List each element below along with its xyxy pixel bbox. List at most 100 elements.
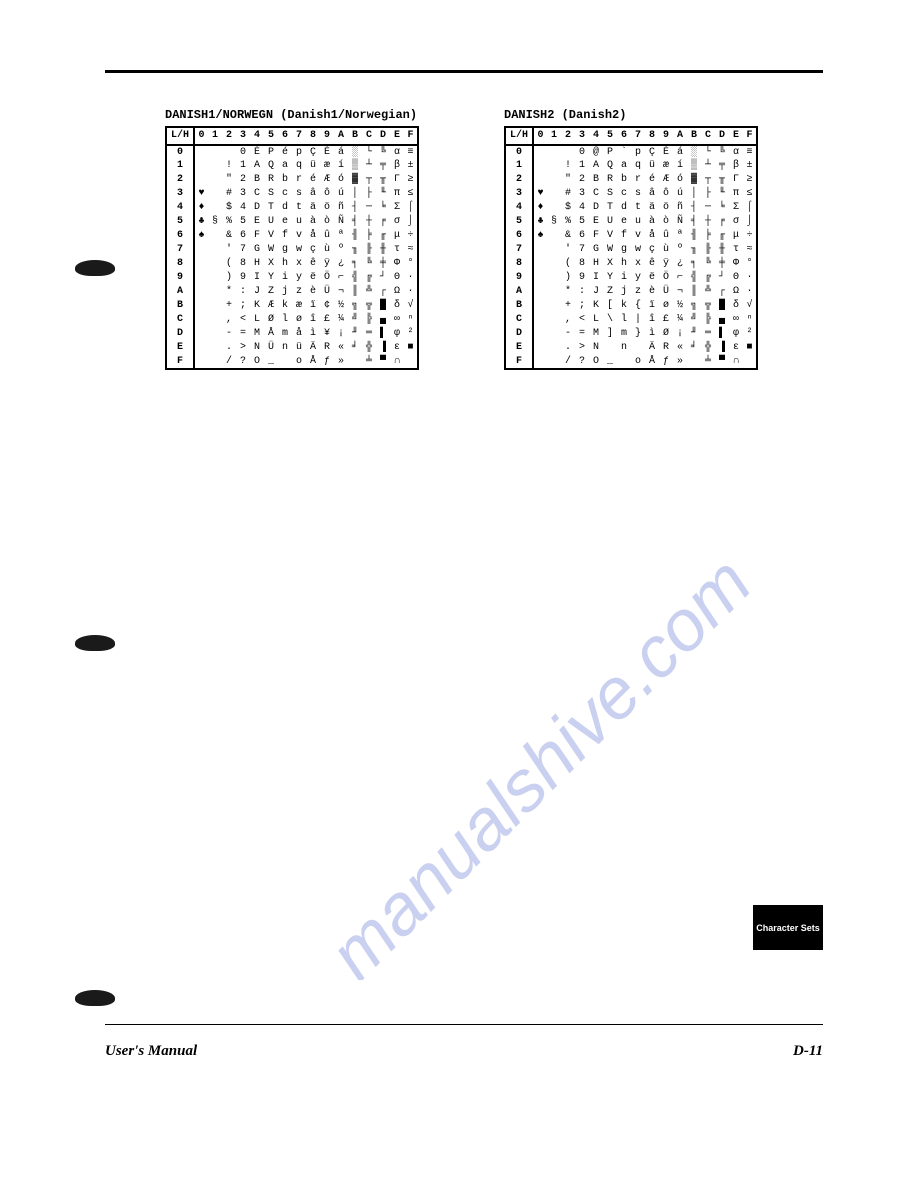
charset-cell: Ω xyxy=(390,285,404,299)
col-head: 7 xyxy=(292,127,306,145)
charset-cell: ║ xyxy=(687,285,701,299)
charset-cell: Z xyxy=(264,285,278,299)
row-head: 5 xyxy=(166,215,194,229)
charset-cell: ╝ xyxy=(348,313,362,327)
charset-cell: m xyxy=(278,327,292,341)
charset-cell: G xyxy=(589,243,603,257)
charset-cell: g xyxy=(617,243,631,257)
col-head: 3 xyxy=(575,127,589,145)
row-head: 5 xyxy=(505,215,533,229)
charset-cell: ² xyxy=(743,327,757,341)
charset-cell: ⌠ xyxy=(743,201,757,215)
charset-cell: { xyxy=(631,299,645,313)
row-head: F xyxy=(505,355,533,369)
charset-cell: S xyxy=(603,187,617,201)
bottom-rule xyxy=(105,1024,823,1025)
col-head: 5 xyxy=(264,127,278,145)
charset-cell: ╦ xyxy=(362,299,376,313)
charset-cell: ╣ xyxy=(348,271,362,285)
charset-cell: h xyxy=(278,257,292,271)
charset-cell: ï xyxy=(306,299,320,313)
charset-cell: j xyxy=(278,285,292,299)
charset-cell: B xyxy=(589,173,603,187)
row-head: 3 xyxy=(166,187,194,201)
charset-cell: ┤ xyxy=(687,201,701,215)
charset-cell: o xyxy=(292,355,306,369)
col-head: 4 xyxy=(250,127,264,145)
charset-cell: ╞ xyxy=(701,229,715,243)
charset-cell xyxy=(278,355,292,369)
charset-cell: ╢ xyxy=(348,229,362,243)
charset-cell: ë xyxy=(645,271,659,285)
charset-cell: º xyxy=(334,243,348,257)
charset-cell: ┼ xyxy=(701,215,715,229)
charset-cell: R xyxy=(264,173,278,187)
charset-cell: ╗ xyxy=(687,299,701,313)
charset-cell: M xyxy=(589,327,603,341)
charset-cell: ø xyxy=(659,299,673,313)
col-head: 9 xyxy=(659,127,673,145)
charset-cell: ▓ xyxy=(348,173,362,187)
charset-cell xyxy=(547,341,561,355)
charset-cell: ─ xyxy=(701,201,715,215)
col-head: 0 xyxy=(194,127,208,145)
charset-cell: 0 xyxy=(575,145,589,159)
charset-cell: x xyxy=(631,257,645,271)
row-head: D xyxy=(505,327,533,341)
charset-cell: b xyxy=(617,173,631,187)
charset1-lh: L/H xyxy=(166,127,194,145)
row-head: 2 xyxy=(166,173,194,187)
charset-cell: ± xyxy=(404,159,418,173)
charset-cell: μ xyxy=(729,229,743,243)
charset-cell: ∩ xyxy=(390,355,404,369)
charset-cell xyxy=(533,285,547,299)
charset-cell xyxy=(533,243,547,257)
charset-cell: £ xyxy=(659,313,673,327)
charset-cell: ? xyxy=(575,355,589,369)
row-head: 4 xyxy=(505,201,533,215)
charset-cell: - xyxy=(222,327,236,341)
charset-cell: " xyxy=(561,173,575,187)
charset-cell: V xyxy=(264,229,278,243)
charset-cell: 4 xyxy=(575,201,589,215)
charset-cell: ╘ xyxy=(715,201,729,215)
charset-cell: ö xyxy=(320,201,334,215)
charset-cell: - xyxy=(561,327,575,341)
charset-cell: l xyxy=(278,313,292,327)
charset-cell: £ xyxy=(320,313,334,327)
row-head: 9 xyxy=(505,271,533,285)
charset-cell: > xyxy=(236,341,250,355)
page-footer: User's Manual D-11 xyxy=(105,1043,823,1060)
charset-cell: « xyxy=(334,341,348,355)
row-head: 3 xyxy=(505,187,533,201)
charset-cell: ▒ xyxy=(687,159,701,173)
col-head: 6 xyxy=(278,127,292,145)
charset-cell: É xyxy=(659,145,673,159)
charset-cell: m xyxy=(617,327,631,341)
charset-cell: W xyxy=(603,243,617,257)
charset-cell: û xyxy=(320,229,334,243)
charset-cell: π xyxy=(729,187,743,201)
col-head: 1 xyxy=(208,127,222,145)
charset-cell xyxy=(208,355,222,369)
charset-cell: 3 xyxy=(236,187,250,201)
charset-cell: ╗ xyxy=(348,299,362,313)
charset-cell xyxy=(603,341,617,355)
footer-left: User's Manual xyxy=(105,1043,197,1060)
charset-cell: Æ xyxy=(320,173,334,187)
charset-cell: ╚ xyxy=(362,257,376,271)
charset-cell: ; xyxy=(236,299,250,313)
charset-cell: ■ xyxy=(404,341,418,355)
charset-cell: Θ xyxy=(729,271,743,285)
charset-cell xyxy=(208,299,222,313)
charset-cell: ì xyxy=(306,327,320,341)
charset-cell: ) xyxy=(561,271,575,285)
charset-cell: a xyxy=(617,159,631,173)
charset-cell xyxy=(547,243,561,257)
charset-cell: ╙ xyxy=(376,187,390,201)
charset-cell xyxy=(194,327,208,341)
charset-cell: | xyxy=(631,313,645,327)
charset-cell: w xyxy=(292,243,306,257)
charset-cell: u xyxy=(631,215,645,229)
charset-cell xyxy=(533,145,547,159)
